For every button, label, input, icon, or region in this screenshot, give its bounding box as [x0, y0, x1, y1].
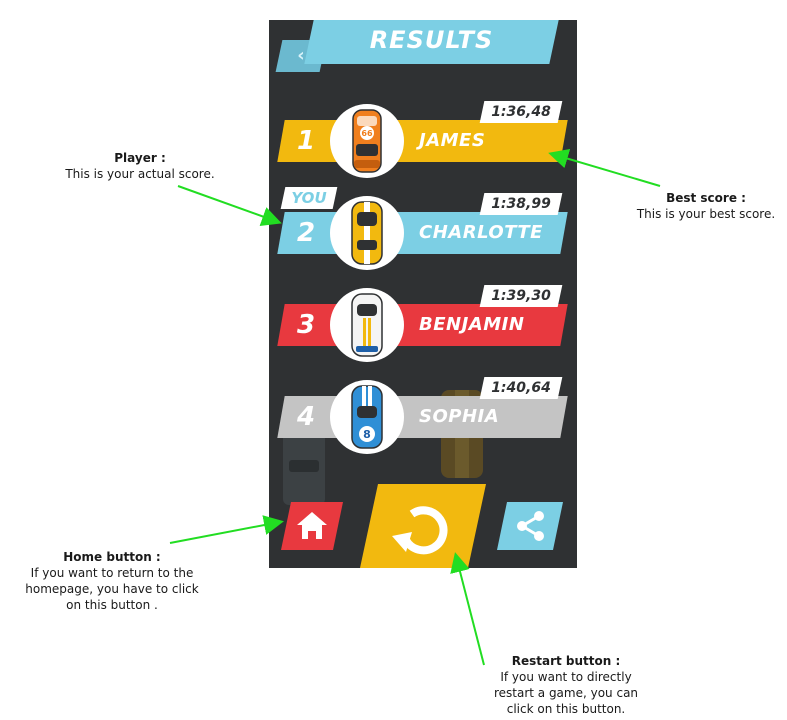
player-name: SOPHIA: [419, 406, 500, 427]
home-annotation: Home button : If you want to return to t…: [12, 549, 212, 613]
best-time: 1:36,48: [491, 104, 551, 120]
home-button[interactable]: [281, 502, 343, 550]
annotation-line: restart a game, you can: [493, 686, 639, 700]
avatar: [330, 288, 404, 362]
rank-number: 3: [296, 310, 316, 340]
results-screen: ‹ RESULTS 1 JAMES 1:36,48 66 2 CHARLOTTE…: [269, 20, 577, 568]
annotation-title: Restart button :: [511, 654, 621, 668]
player-annotation: Player : This is your actual score.: [40, 150, 240, 182]
leaderboard-row-1: 1 JAMES 1:36,48 66: [269, 101, 577, 215]
yellow-car-icon: [351, 201, 383, 265]
annotation-line: click on this button.: [506, 702, 626, 716]
avatar: 8: [330, 380, 404, 454]
player-name: JAMES: [419, 130, 486, 151]
annotation-text: This is your actual score.: [65, 167, 215, 181]
player-name: BENJAMIN: [419, 314, 525, 335]
arrow-player: [177, 185, 282, 226]
rank-number: 1: [296, 126, 316, 156]
orange-car-icon: 66: [352, 109, 382, 173]
share-button[interactable]: [497, 502, 563, 550]
leaderboard-row-3: 3 BENJAMIN 1:39,30: [269, 285, 577, 399]
annotation-line: on this button .: [66, 598, 158, 612]
white-car-icon: [351, 293, 383, 357]
leaderboard-row-4: 4 SOPHIA 1:40,64 8: [269, 377, 577, 491]
avatar: 66: [330, 104, 404, 178]
annotation-text: This is your best score.: [636, 207, 776, 221]
annotation-line: If you want to return to the: [30, 566, 194, 580]
restart-annotation: Restart button : If you want to directly…: [466, 653, 666, 717]
arrow-home: [169, 515, 284, 544]
chevron-left-icon: ‹: [297, 45, 305, 66]
car-number: 8: [363, 428, 371, 441]
car-number: 66: [361, 129, 373, 138]
best-score-annotation: Best score : This is your best score.: [606, 190, 787, 222]
annotation-line: If you want to directly: [500, 670, 632, 684]
home-icon: [281, 502, 343, 550]
best-time: 1:38,99: [491, 196, 551, 212]
annotation-line: homepage, you have to click: [25, 582, 199, 596]
leaderboard-row-2: 2 CHARLOTTE YOU 1:38,99: [269, 187, 577, 307]
player-name: CHARLOTTE: [419, 222, 543, 243]
avatar: [330, 196, 404, 270]
blue-car-icon: 8: [351, 385, 383, 449]
restart-icon: [360, 484, 486, 568]
arrow-best-score: [548, 148, 661, 187]
bg-car-dark-window: [289, 460, 319, 472]
rank-number: 2: [296, 218, 316, 248]
best-time: 1:40,64: [491, 380, 551, 396]
annotation-title: Player :: [114, 151, 166, 165]
annotation-title: Best score :: [666, 191, 746, 205]
rank-number: 4: [296, 402, 316, 432]
share-icon: [497, 502, 563, 550]
you-label: YOU: [291, 189, 327, 207]
annotation-title: Home button :: [63, 550, 161, 564]
best-time: 1:39,30: [491, 288, 551, 304]
arrow-restart: [450, 552, 485, 666]
page-title: RESULTS: [369, 26, 494, 54]
restart-button[interactable]: [360, 484, 486, 568]
